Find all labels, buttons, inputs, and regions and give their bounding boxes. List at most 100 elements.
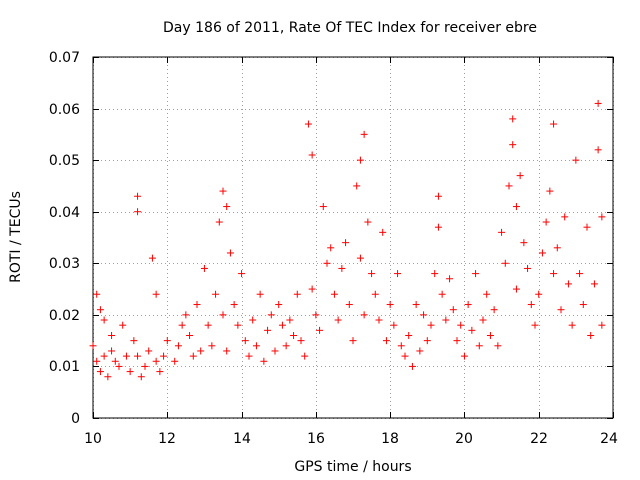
data-point — [152, 357, 160, 365]
data-point — [182, 311, 190, 319]
data-point — [553, 244, 561, 252]
data-point — [382, 337, 390, 345]
y-tick-label: 0.04 — [49, 205, 80, 221]
data-point — [301, 352, 309, 360]
data-point — [275, 301, 283, 309]
data-point — [89, 342, 97, 350]
x-tick-label: 12 — [158, 431, 176, 447]
data-point — [93, 357, 101, 365]
data-point — [557, 306, 565, 314]
data-point — [108, 347, 116, 355]
data-point — [134, 192, 142, 200]
data-point — [468, 326, 476, 334]
data-point — [457, 321, 465, 329]
data-point — [267, 311, 275, 319]
data-point — [386, 301, 394, 309]
data-point — [316, 326, 324, 334]
data-point — [353, 182, 361, 190]
data-point — [308, 285, 316, 293]
data-point — [156, 368, 164, 376]
data-point — [475, 342, 483, 350]
data-point — [379, 228, 387, 236]
data-point — [356, 254, 364, 262]
data-point — [264, 326, 272, 334]
data-point — [360, 311, 368, 319]
data-point — [509, 141, 517, 149]
data-point — [408, 362, 416, 370]
data-point — [572, 156, 580, 164]
data-point — [397, 342, 405, 350]
data-point — [345, 301, 353, 309]
data-point — [531, 321, 539, 329]
y-axis-label: ROTI / TECUs — [8, 191, 24, 283]
data-point — [297, 337, 305, 345]
y-tick-label: 0.07 — [49, 50, 80, 66]
data-point — [163, 337, 171, 345]
data-point — [308, 151, 316, 159]
data-point — [594, 99, 602, 107]
data-point — [446, 275, 454, 283]
y-tick-label: 0.06 — [49, 102, 80, 118]
data-point — [342, 239, 350, 247]
data-point — [498, 228, 506, 236]
data-point — [160, 352, 168, 360]
data-point — [423, 337, 431, 345]
data-point — [442, 316, 450, 324]
data-point — [334, 316, 342, 324]
plot-frame — [92, 56, 614, 419]
data-point — [271, 347, 279, 355]
data-point — [509, 115, 517, 123]
data-point — [145, 347, 153, 355]
data-point — [200, 264, 208, 272]
data-point — [538, 249, 546, 257]
data-point — [193, 301, 201, 309]
data-point — [93, 290, 101, 298]
data-point — [230, 301, 238, 309]
data-point — [204, 321, 212, 329]
data-point — [208, 342, 216, 350]
data-point — [598, 213, 606, 221]
data-point — [512, 285, 520, 293]
data-point — [375, 316, 383, 324]
y-tick-label: 0.01 — [49, 359, 80, 375]
data-point — [405, 331, 413, 339]
data-point — [178, 321, 186, 329]
data-point — [223, 203, 231, 211]
data-point — [453, 337, 461, 345]
data-point — [579, 301, 587, 309]
data-point — [212, 290, 220, 298]
data-point — [260, 357, 268, 365]
y-tick-label: 0 — [71, 411, 80, 427]
data-point — [364, 218, 372, 226]
data-point — [234, 321, 242, 329]
data-point — [134, 208, 142, 216]
data-point — [100, 316, 108, 324]
data-point — [494, 342, 502, 350]
data-point — [171, 357, 179, 365]
y-tick-labels: 0 0.01 0.02 0.03 0.04 0.05 0.06 0.07 — [49, 50, 80, 427]
data-point — [189, 352, 197, 360]
data-point — [327, 244, 335, 252]
data-point — [100, 352, 108, 360]
y-tick-label: 0.03 — [49, 256, 80, 272]
data-point — [587, 331, 595, 339]
data-point — [134, 352, 142, 360]
x-tick-label: 18 — [381, 431, 399, 447]
data-point — [472, 270, 480, 278]
data-point — [583, 223, 591, 231]
data-point — [434, 223, 442, 231]
data-point — [464, 301, 472, 309]
data-point — [416, 347, 424, 355]
data-point — [238, 270, 246, 278]
data-point — [219, 187, 227, 195]
data-point — [431, 270, 439, 278]
data-point — [479, 316, 487, 324]
grid-lines — [93, 57, 614, 419]
data-point — [483, 290, 491, 298]
data-point — [108, 331, 116, 339]
data-point — [438, 290, 446, 298]
data-point — [568, 321, 576, 329]
data-point — [598, 321, 606, 329]
data-point — [152, 290, 160, 298]
